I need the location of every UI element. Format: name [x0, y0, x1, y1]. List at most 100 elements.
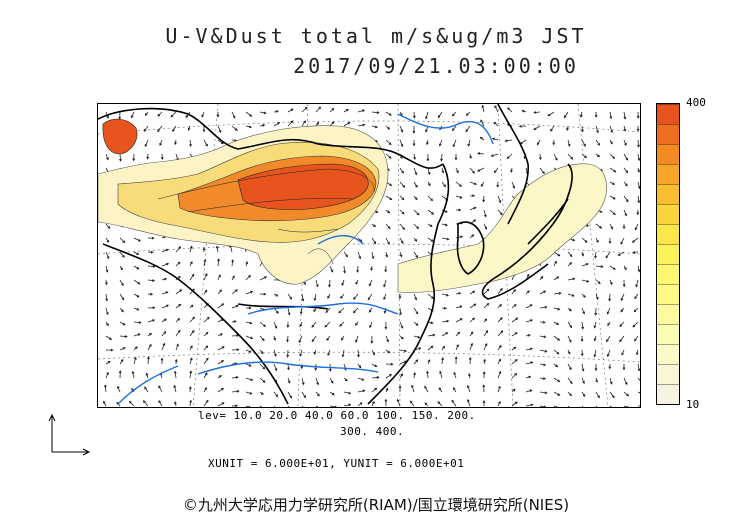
- dust-plume-east: [397, 163, 607, 293]
- wind-arrow: [567, 307, 572, 312]
- wind-arrow: [161, 248, 169, 253]
- wind-arrow: [343, 121, 351, 127]
- wind-arrow: [609, 181, 616, 185]
- wind-arrow: [631, 237, 639, 243]
- wind-arrow: [287, 120, 294, 127]
- wind-arrow: [119, 251, 125, 258]
- wind-arrow: [371, 376, 380, 379]
- wind-arrow: [315, 279, 319, 288]
- wind-arrow: [133, 279, 141, 285]
- wind-arrow: [455, 305, 463, 309]
- wind-arrow: [203, 399, 209, 407]
- wind-arrow: [465, 111, 471, 116]
- wind-arrow: [259, 321, 266, 328]
- colorbar-segment: [657, 144, 679, 164]
- wind-arrow: [606, 349, 611, 358]
- wind-arrow: [483, 288, 490, 295]
- wind-arrow: [273, 293, 279, 297]
- wind-arrow: [467, 385, 471, 393]
- wind-arrow: [455, 195, 463, 199]
- wind-arrow: [595, 377, 598, 383]
- dust-map: [97, 103, 641, 408]
- wind-arrow: [315, 377, 319, 386]
- wind-arrow: [399, 181, 406, 188]
- wind-arrow: [539, 405, 547, 407]
- wind-arrow: [231, 334, 240, 338]
- wind-arrow: [607, 321, 611, 327]
- wind-arrow: [231, 125, 238, 131]
- wind-arrow: [637, 377, 640, 383]
- wind-arrow: [456, 208, 462, 212]
- wind-arrow: [608, 238, 612, 245]
- wind-arrow: [259, 276, 268, 281]
- wind-arrow: [497, 385, 501, 393]
- wind-arrow: [313, 307, 317, 313]
- wind-arrow: [636, 209, 640, 216]
- wind-arrow: [399, 321, 404, 329]
- wind-arrow: [161, 330, 167, 337]
- wind-arrow: [504, 139, 513, 143]
- wind-arrow: [497, 195, 502, 204]
- wind-arrow: [539, 377, 547, 380]
- wind-arrow: [203, 273, 208, 281]
- wind-arrow: [118, 370, 122, 379]
- wind-arrow: [619, 335, 625, 343]
- wind-arrow: [440, 153, 443, 162]
- wind-arrow: [128, 400, 135, 407]
- wind-arrow: [553, 391, 561, 396]
- wind-arrow: [483, 318, 488, 323]
- wind-arrow: [189, 316, 195, 323]
- wind-arrow: [424, 402, 429, 407]
- wind-arrow: [357, 402, 363, 407]
- wind-arrow: [635, 279, 639, 288]
- wind-arrow: [161, 262, 170, 267]
- wind-arrow: [482, 371, 486, 379]
- wind-arrow: [469, 317, 476, 323]
- wind-arrow: [511, 401, 518, 407]
- wind-arrow: [539, 275, 544, 281]
- wind-arrow: [245, 363, 252, 367]
- wind-arrow: [217, 333, 223, 337]
- wind-arrow: [286, 349, 290, 358]
- wind-arrow: [581, 321, 585, 330]
- wind-arrow: [426, 139, 429, 146]
- wind-arrow: [482, 195, 486, 203]
- coastlines: [98, 104, 573, 405]
- wind-arrow: [147, 306, 156, 310]
- wind-arrow: [427, 167, 431, 176]
- wind-arrow: [369, 321, 373, 329]
- wind-arrow: [567, 377, 573, 385]
- wind-arrow: [329, 121, 335, 127]
- wind-arrow: [595, 223, 603, 229]
- wind-arrow: [161, 304, 170, 309]
- wind-arrow: [518, 124, 527, 128]
- wind-arrow: [539, 349, 548, 353]
- wind-arrow: [511, 346, 517, 351]
- wind-arrow: [427, 359, 431, 365]
- wind-arrow: [566, 125, 569, 132]
- rivers: [117, 113, 494, 405]
- wind-arrow: [497, 370, 502, 379]
- wind-arrow: [259, 377, 266, 383]
- wind-arrow: [623, 209, 627, 217]
- wind-arrow: [385, 335, 389, 343]
- wind-arrow: [158, 385, 163, 393]
- wind-arrow: [245, 290, 254, 295]
- wind-arrow: [287, 391, 293, 399]
- wind-arrow: [581, 307, 585, 315]
- wind-arrow: [521, 109, 527, 113]
- wind-arrow: [299, 349, 303, 357]
- wind-arrow: [595, 265, 604, 268]
- wind-arrow: [286, 335, 289, 343]
- wind-arrow: [468, 356, 472, 365]
- wind-arrow: [567, 153, 574, 160]
- wind-arrow: [455, 235, 464, 239]
- wind-arrow: [609, 111, 613, 120]
- wind-arrow: [413, 237, 418, 242]
- wind-arrow: [609, 139, 613, 145]
- wind-arrow: [537, 139, 541, 146]
- wind-arrow: [189, 370, 193, 379]
- wind-arrow: [477, 152, 485, 155]
- wind-arrow: [553, 335, 561, 341]
- wind-arrow: [246, 306, 252, 310]
